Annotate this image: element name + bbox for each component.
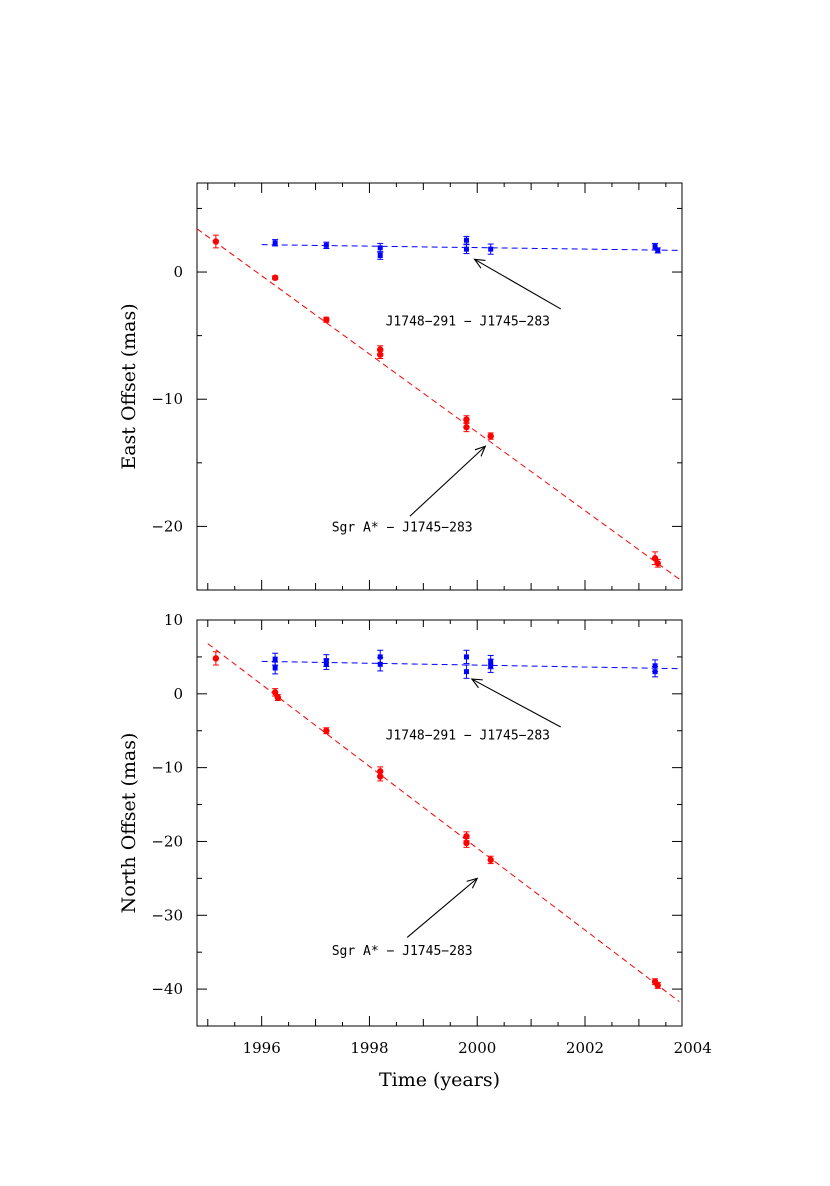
data-point [655,247,661,253]
annotation-arrow [409,445,486,517]
y-tick-label: −20 [151,832,183,850]
y-tick-label: 10 [164,611,183,629]
data-point [272,656,278,662]
data-point [654,982,661,989]
data-point [652,663,658,669]
data-point [463,839,470,847]
data-point [377,245,383,251]
data-point [463,833,470,840]
y-tick-label: −10 [151,759,183,777]
y-tick-label: 0 [173,685,183,703]
x-axis-label: Time (years) [379,1069,500,1091]
x-tick-label: 1998 [350,1039,388,1057]
annotation-arrow [471,678,562,728]
data-point [377,252,383,258]
east-offset-panel: 0 −10 −20 East Offset (mas) J1748−291 − J174… [118,182,683,591]
data-point [463,246,469,252]
data-point [271,274,279,281]
data-point [323,316,330,323]
y-axis-label: East Offset (mas) [118,303,140,469]
series-red [196,228,683,582]
arrow-head [474,445,487,457]
annotation: J1748−291 − J1745−283 [386,678,562,744]
series-red [207,643,680,1003]
y-tick-label: −20 [151,517,183,535]
data-point [274,694,282,701]
data-point [463,424,470,431]
data-point [377,768,384,775]
data-point [488,663,494,669]
data-point [323,242,329,248]
data-point [463,416,470,423]
y-tick-label: −30 [151,906,183,924]
x-tick-label: 1996 [243,1039,281,1057]
y-tick-label: 0 [173,263,183,281]
annotation: J1748−291 − J1745−283 [386,258,562,329]
data-point [272,240,278,246]
plot-frame [196,182,683,591]
data-point [463,669,469,675]
plot-frame [196,619,683,1027]
arrow-head [470,678,483,689]
data-point [212,655,220,662]
fit-line [207,643,680,1003]
fit-line [261,244,683,251]
data-point [272,665,278,671]
annotation-arrow [406,877,478,938]
annotation-arrow [474,258,562,310]
x-tick-label: 2004 [674,1039,712,1057]
fit-line [261,660,683,670]
arrow-head [466,877,479,889]
series-blue [261,235,683,260]
annotation: Sgr A* − J1745−283 [332,877,479,959]
data-point [463,237,469,243]
annotation-label: J1748−291 − J1745−283 [386,314,550,329]
data-point [271,689,279,696]
annotation-label: J1748−291 − J1745−283 [386,729,550,744]
data-point [377,661,383,667]
data-point [377,654,383,660]
data-point [654,560,661,567]
data-point [652,669,658,675]
data-point [488,246,494,252]
y-tick-label: −10 [151,390,183,408]
data-point [463,654,469,660]
north-offset-panel: 1996 1998 2000 2002 2004 10 0 −10 −20 −30 −40 North… [118,611,712,1091]
series-blue [261,649,683,679]
annotation-label: Sgr A* − J1745−283 [332,520,473,535]
data-point [487,432,494,440]
x-tick-label: 2000 [458,1039,496,1057]
data-point [323,661,329,667]
data-point [487,856,494,864]
data-point [652,244,658,250]
data-point [323,727,330,734]
annotation-label: Sgr A* − J1745−283 [332,944,473,959]
annotation: Sgr A* − J1745−283 [332,445,487,535]
data-point [377,773,384,780]
y-tick-label: −40 [151,980,183,998]
x-tick-label: 2002 [566,1039,604,1057]
arrow-head [473,258,486,269]
data-point [377,351,384,358]
data-point [212,238,220,245]
y-axis-label: North Offset (mas) [118,733,140,914]
